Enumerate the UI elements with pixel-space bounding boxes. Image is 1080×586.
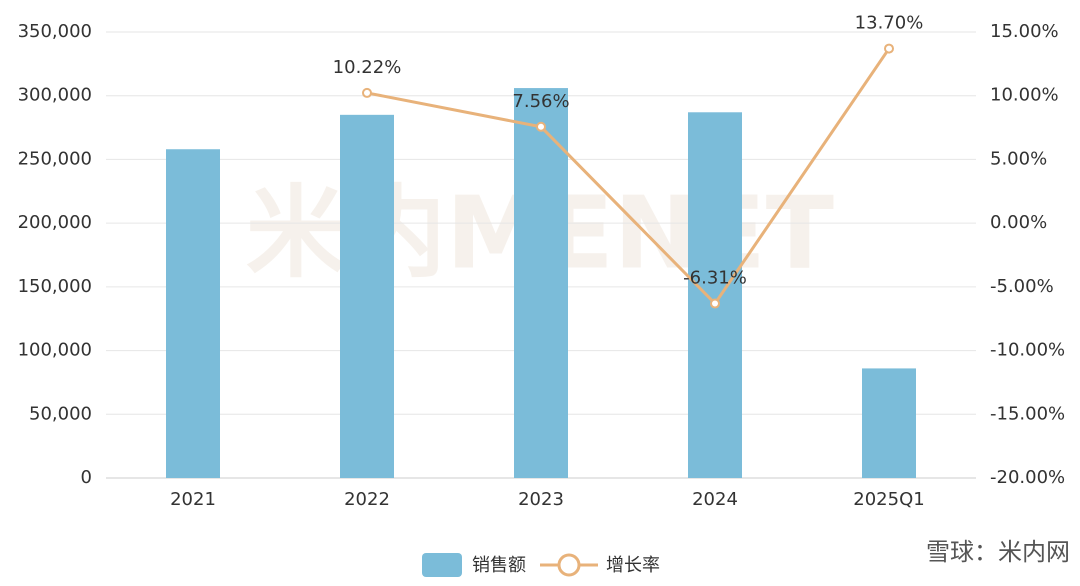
data-label: 13.70%	[855, 13, 924, 34]
y2-tick-label: 5.00%	[990, 148, 1047, 169]
data-label: 7.56%	[512, 91, 569, 112]
y-tick-label: 250,000	[18, 148, 92, 169]
y2-tick-label: -5.00%	[990, 276, 1054, 297]
y-tick-label: 50,000	[29, 403, 92, 424]
y-tick-label: 300,000	[18, 85, 92, 106]
x-tick-label: 2022	[344, 489, 390, 510]
x-tick-label: 2021	[170, 489, 216, 510]
bar	[514, 88, 568, 478]
x-tick-label: 2025Q1	[853, 489, 924, 510]
y2-tick-label: 0.00%	[990, 212, 1047, 233]
line-point	[536, 121, 546, 132]
data-label: -6.31%	[683, 268, 747, 289]
y2-tick-label: -20.00%	[990, 467, 1065, 488]
y2-tick-label: 10.00%	[990, 85, 1059, 106]
growth-line	[366, 47, 891, 306]
x-tick-label: 2024	[692, 489, 738, 510]
bar	[688, 112, 742, 478]
y-tick-label: 100,000	[18, 340, 92, 361]
legend-swatch	[557, 553, 581, 577]
source-mark: 雪球：米内网	[926, 538, 1070, 566]
bar	[862, 368, 916, 478]
y-tick-label: 350,000	[18, 21, 92, 42]
legend-label: 增长率	[606, 555, 660, 576]
y2-tick-label: 15.00%	[990, 21, 1059, 42]
y-tick-label: 200,000	[18, 212, 92, 233]
y2-tick-label: -15.00%	[990, 403, 1065, 424]
legend-swatch	[422, 553, 462, 577]
y2-tick-label: -10.00%	[990, 340, 1065, 361]
bar	[340, 114, 394, 478]
line-point	[710, 298, 720, 309]
line-point	[884, 43, 894, 54]
y-tick-label: 150,000	[18, 276, 92, 297]
line-point	[362, 87, 372, 98]
bar	[166, 149, 220, 478]
y-tick-label: 0	[81, 467, 92, 488]
x-tick-label: 2023	[518, 489, 564, 510]
data-label: 10.22%	[333, 57, 402, 78]
legend-label: 销售额	[472, 555, 526, 576]
